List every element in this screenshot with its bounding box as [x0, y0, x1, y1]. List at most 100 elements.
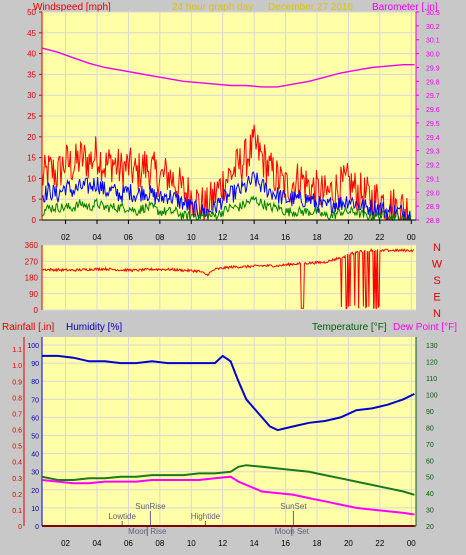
direction-series [41, 248, 415, 310]
lower-x-tick-label: 18 [313, 539, 322, 548]
wind-tick-label: 10 [27, 174, 36, 183]
lower-x-tick-label: 22 [375, 539, 384, 548]
wind-tick-label: 30 [27, 91, 36, 100]
event-label: Moon Rise [128, 527, 167, 536]
wind-y-axis: 0 5 10 15 20 25 30 35 40 45 50 [27, 8, 43, 225]
barometer-tick-label: 29.4 [426, 135, 440, 142]
wind-x-tick-label: 14 [250, 233, 259, 242]
lower-x-tick-label: 00 [407, 539, 416, 548]
temperature-tick-label: 60 [426, 458, 434, 465]
barometer-tick-label: 29.8 [426, 79, 440, 86]
compass-w-1: W [432, 259, 443, 271]
temperature-tick-label: 90 [426, 409, 434, 416]
wind-x-tick-label: 20 [344, 233, 353, 242]
lower-x-tick-label: 10 [187, 539, 196, 548]
wind-x-tick-label: 08 [155, 233, 164, 242]
event-label: Hightide [191, 512, 221, 521]
wind-barometer-chart: 0 5 10 15 20 25 30 35 40 45 50 28.8 28.9 29.0 29.1 29.… [27, 8, 440, 242]
humidity-tick-label: 80 [31, 379, 39, 386]
barometer-y-axis: 28.8 28.9 29.0 29.1 29.2 29.3 29.4 29.5 29.6 29.7… [415, 10, 440, 225]
compass-n-4: N [433, 308, 441, 320]
direction-y-axis: 0 90 180 270 360 [25, 241, 43, 315]
direction-tick-label: 360 [25, 241, 39, 250]
temperature-tick-label: 70 [426, 442, 434, 449]
humidity-tick-label: 0 [35, 524, 39, 531]
temperature-y-axis: 20 30 40 50 60 70 80 90 100 110 120 130 [415, 337, 438, 531]
lower-x-tick-label: 06 [124, 539, 133, 548]
wind-tick-label: 20 [27, 133, 36, 142]
lower-x-axis: 02 04 06 08 10 12 14 16 18 20 22 00 [42, 525, 416, 548]
barometer-tick-label: 30.2 [426, 24, 440, 31]
humidity-tick-label: 50 [31, 434, 39, 441]
wind-tick-label: 0 [32, 216, 37, 225]
barometer-tick-label: 28.9 [426, 204, 440, 211]
wind-x-tick-label: 22 [375, 233, 384, 242]
rainfall-tick-label: 0.1 [12, 508, 22, 515]
rainfall-tick-label: 0.6 [12, 428, 22, 435]
lower-x-tick-label: 20 [344, 539, 353, 548]
direction-tick-label: 180 [25, 274, 39, 283]
wind-x-tick-label: 12 [218, 233, 227, 242]
wind-tick-label: 5 [32, 195, 37, 204]
wind-x-tick-label: 18 [313, 233, 322, 242]
rainfall-tick-label: 0.2 [12, 492, 22, 499]
direction-tick-label: 90 [29, 290, 38, 299]
event-label: Moon Set [275, 527, 310, 536]
wind-tick-label: 35 [27, 70, 36, 79]
temperature-tick-label: 100 [426, 393, 438, 400]
lower-x-tick-label: 14 [250, 539, 259, 548]
wind-tick-label: 50 [27, 8, 36, 17]
wind-tick-label: 40 [27, 50, 36, 59]
humidity-tick-label: 60 [31, 415, 39, 422]
wind-x-tick-label: 10 [187, 233, 196, 242]
lower-x-tick-label: 02 [61, 539, 70, 548]
wind-grid [42, 11, 416, 221]
barometer-tick-label: 30.3 [426, 10, 440, 17]
direction-line [41, 248, 415, 310]
humidity-label: Humidity [%] [66, 322, 122, 333]
dewpoint-line [41, 475, 415, 516]
humidity-tick-label: 30 [31, 470, 39, 477]
wind-low-line [41, 195, 412, 222]
rainfall-tick-label: 0.7 [12, 411, 22, 418]
wind-x-axis: 02 04 06 08 10 12 14 16 18 20 22 00 [42, 219, 416, 242]
temperature-tick-label: 20 [426, 524, 434, 531]
barometer-tick-label: 30.0 [426, 52, 440, 59]
barometer-tick-label: 29.6 [426, 107, 440, 114]
humidity-tick-label: 100 [27, 343, 39, 350]
lower-x-tick-label: 08 [155, 539, 164, 548]
rainfall-tick-label: 0.8 [12, 395, 22, 402]
wind-tick-label: 25 [27, 112, 36, 121]
humidity-tick-label: 10 [31, 506, 39, 513]
compass-n-0: N [433, 242, 441, 254]
barometer-tick-label: 28.8 [426, 218, 440, 225]
lower-x-tick-label: 16 [281, 539, 290, 548]
barometer-label: Barometer [.in] [372, 2, 438, 13]
wind-x-tick-label: 00 [407, 233, 416, 242]
compass-e-3: E [433, 292, 440, 304]
graph-period-label: 24 hour graph day [172, 2, 253, 13]
direction-tick-label: 270 [25, 257, 39, 266]
rainfall-y-axis: 0 0.1 0.2 0.3 0.4 0.5 0.6 0.7 0.8 0.9 1.0 1.1 [12, 337, 25, 531]
wind-x-tick-label: 02 [61, 233, 70, 242]
lower-plot-area [42, 337, 416, 526]
temperature-tick-label: 30 [426, 508, 434, 515]
temperature-tick-label: 120 [426, 360, 438, 367]
direction-tick-label: 0 [34, 306, 39, 315]
wind-x-tick-label: 06 [124, 233, 133, 242]
temperature-tick-label: 110 [426, 376, 437, 383]
temperature-tick-label: 40 [426, 491, 434, 498]
rainfall-tick-label: 1.1 [12, 347, 22, 354]
temperature-tick-label: 130 [426, 343, 438, 350]
wind-x-tick-label: 04 [93, 233, 102, 242]
compass-s-2: S [433, 275, 440, 287]
barometer-tick-label: 29.9 [426, 65, 440, 72]
humidity-tick-label: 40 [31, 452, 39, 459]
temperature-label: Temperature [°F] [312, 322, 387, 333]
temperature-tick-label: 50 [426, 475, 434, 482]
event-label: Lowtide [108, 512, 136, 521]
rainfall-tick-label: 0.4 [12, 460, 22, 467]
